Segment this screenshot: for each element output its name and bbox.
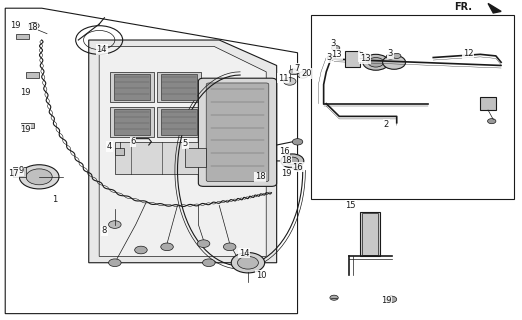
Circle shape (203, 259, 215, 267)
Bar (157, 107, 201, 137)
Circle shape (330, 295, 338, 300)
Text: FR.: FR. (454, 2, 472, 12)
Circle shape (238, 256, 258, 269)
Circle shape (231, 252, 265, 273)
FancyBboxPatch shape (206, 83, 269, 182)
Text: 9: 9 (18, 166, 23, 175)
Circle shape (327, 55, 336, 60)
Polygon shape (89, 40, 277, 263)
Text: 4: 4 (107, 142, 112, 151)
Text: 18: 18 (281, 156, 291, 165)
Circle shape (393, 53, 401, 59)
Text: 15: 15 (346, 201, 356, 210)
Circle shape (26, 169, 52, 185)
Text: 5: 5 (183, 139, 188, 148)
Text: 2: 2 (384, 120, 389, 129)
Circle shape (292, 164, 303, 171)
Circle shape (292, 139, 303, 145)
Circle shape (29, 22, 39, 29)
Bar (26, 72, 39, 77)
Circle shape (281, 154, 304, 168)
FancyBboxPatch shape (198, 78, 277, 186)
Bar (157, 72, 201, 102)
Bar (480, 97, 496, 110)
Bar (115, 142, 198, 174)
Circle shape (363, 54, 389, 70)
Circle shape (331, 45, 340, 51)
Circle shape (488, 119, 496, 124)
Bar (161, 109, 197, 134)
Text: 6: 6 (130, 137, 136, 146)
Bar (360, 212, 380, 256)
Text: 7: 7 (294, 63, 299, 73)
Bar (13, 167, 26, 177)
Bar (110, 107, 154, 137)
Bar (362, 213, 378, 255)
Text: 10: 10 (256, 271, 266, 280)
Text: 14: 14 (239, 249, 250, 258)
Text: 3: 3 (326, 53, 331, 62)
Text: 3: 3 (388, 49, 393, 58)
Circle shape (286, 157, 299, 165)
Bar (345, 51, 360, 67)
Text: 19: 19 (281, 169, 291, 178)
Circle shape (109, 221, 121, 228)
Text: 17: 17 (8, 169, 18, 178)
Bar (115, 148, 124, 155)
Polygon shape (5, 8, 298, 314)
Circle shape (289, 69, 299, 75)
Text: 1: 1 (52, 195, 57, 204)
Text: 13: 13 (360, 54, 371, 63)
Text: 18: 18 (27, 23, 38, 32)
Circle shape (109, 259, 121, 267)
Bar (185, 148, 206, 167)
Bar (161, 74, 197, 100)
Text: 16: 16 (279, 147, 290, 156)
Bar (16, 34, 29, 39)
Circle shape (223, 243, 236, 251)
Bar (311, 15, 514, 199)
Bar (114, 109, 150, 134)
Text: 3: 3 (330, 39, 336, 48)
Circle shape (234, 259, 246, 267)
Text: 20: 20 (301, 69, 312, 78)
Text: 19: 19 (20, 88, 30, 97)
Text: 19: 19 (381, 296, 392, 305)
Bar (110, 72, 154, 102)
Bar (21, 123, 34, 128)
Text: 13: 13 (331, 50, 342, 59)
Circle shape (386, 54, 395, 59)
Circle shape (368, 58, 384, 67)
Polygon shape (99, 46, 266, 256)
Text: 18: 18 (255, 172, 265, 181)
Bar (114, 74, 150, 100)
Text: 19: 19 (20, 124, 30, 134)
Circle shape (197, 240, 210, 247)
Circle shape (361, 53, 370, 59)
Text: 16: 16 (292, 163, 303, 172)
Polygon shape (488, 4, 501, 13)
Text: 12: 12 (463, 49, 473, 58)
Circle shape (161, 243, 173, 251)
Text: 8: 8 (102, 227, 107, 236)
Circle shape (135, 246, 147, 254)
Text: 11: 11 (278, 74, 288, 83)
Circle shape (383, 55, 406, 69)
Circle shape (386, 296, 397, 302)
Circle shape (19, 165, 59, 189)
Circle shape (298, 72, 308, 78)
Text: 19: 19 (10, 21, 21, 30)
Text: 14: 14 (97, 45, 107, 54)
Circle shape (283, 77, 296, 85)
Text: 3: 3 (359, 52, 364, 61)
